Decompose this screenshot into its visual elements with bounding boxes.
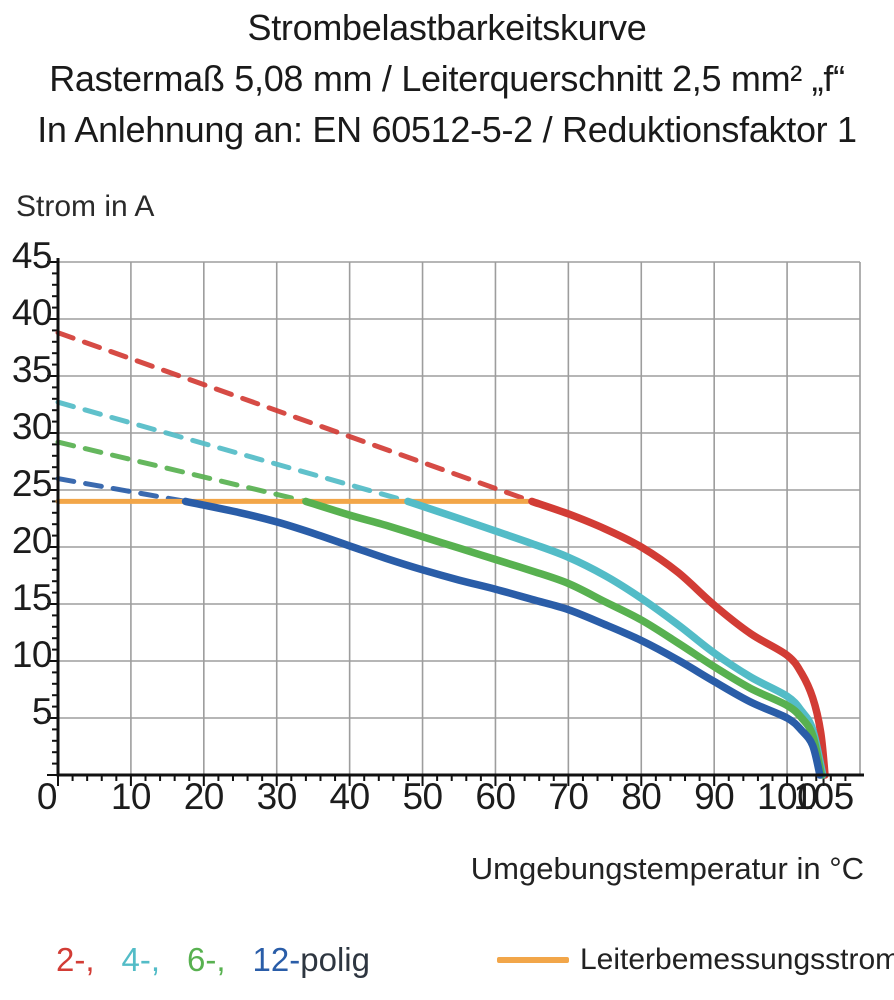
legend-item-6polig: 6-, [187,941,226,978]
chart-header: Strombelastbarkeitskurve Rastermaß 5,08 … [0,2,894,155]
grid [58,261,861,775]
x-tick-label: 70 [548,776,588,817]
x-tick-label: 80 [621,776,661,817]
x-tick-label: 50 [402,776,442,817]
x-tick-label: 60 [475,776,515,817]
chart-subtitle-line3: In Anlehnung an: EN 60512-5-2 / Reduktio… [37,109,857,150]
tick-labels: 5 10 15 20 25 30 35 40 45 0 10 20 30 40 50 60 70 80 90 1001… [12,235,854,817]
series-4-polig-dashed [55,399,411,504]
y-tick-label: 30 [12,406,52,447]
legend: 2-, 4-, 6-, 12- polig Leiterbemessungsst… [0,936,894,984]
axis-ticks [47,261,847,786]
x-tick-label: 100 [757,776,817,817]
legend-poles-suffix: polig [300,941,370,978]
legend-item-4polig: 4-, [121,941,161,978]
rated-current-line-swatch [497,957,569,963]
x-tick-label: 30 [257,776,297,817]
series-6-polig-solid [302,497,826,779]
y-tick-label: 45 [12,235,52,276]
axes [56,258,864,777]
series-12-polig-solid [181,497,824,779]
y-tick-label: 15 [12,577,52,618]
series-2-polig-dashed [55,330,535,504]
x-tick-label: 20 [184,776,224,817]
series-2-polig-solid [528,497,829,779]
series-6-polig-dashed [55,439,309,504]
y-axis-title: Strom in A [16,190,155,223]
legend-item-2polig: 2-, [56,941,95,978]
y-tick-label: 10 [12,634,52,675]
series-4-polig-solid [404,497,827,779]
y-tick-label: 20 [12,520,52,561]
legend-rated-current: Leiterbemessungsstrom [497,936,894,984]
rated-current-label: Leiterbemessungsstrom [580,943,894,976]
x-tick-label: 0 [37,776,57,817]
y-tick-label: 25 [12,463,52,504]
chart-title: Strombelastbarkeitskurve [247,7,647,48]
legend-poles: 2-, 4-, 6-, 12- polig [56,936,370,984]
series-12-polig-dashed [55,476,189,504]
x-axis-title: Umgebungstemperatur in °C [470,851,864,886]
y-tick-label: 35 [12,349,52,390]
x-tick-label: 105 [793,776,853,817]
x-tick-label: 90 [694,776,734,817]
chart-subtitle-line2: Rastermaß 5,08 mm / Leiterquerschnitt 2,… [49,58,845,99]
x-tick-label: 40 [330,776,370,817]
y-tick-label: 40 [12,292,52,333]
legend-item-12polig: 12- [252,941,301,978]
y-tick-label: 5 [32,691,52,732]
x-tick-label: 10 [111,776,151,817]
